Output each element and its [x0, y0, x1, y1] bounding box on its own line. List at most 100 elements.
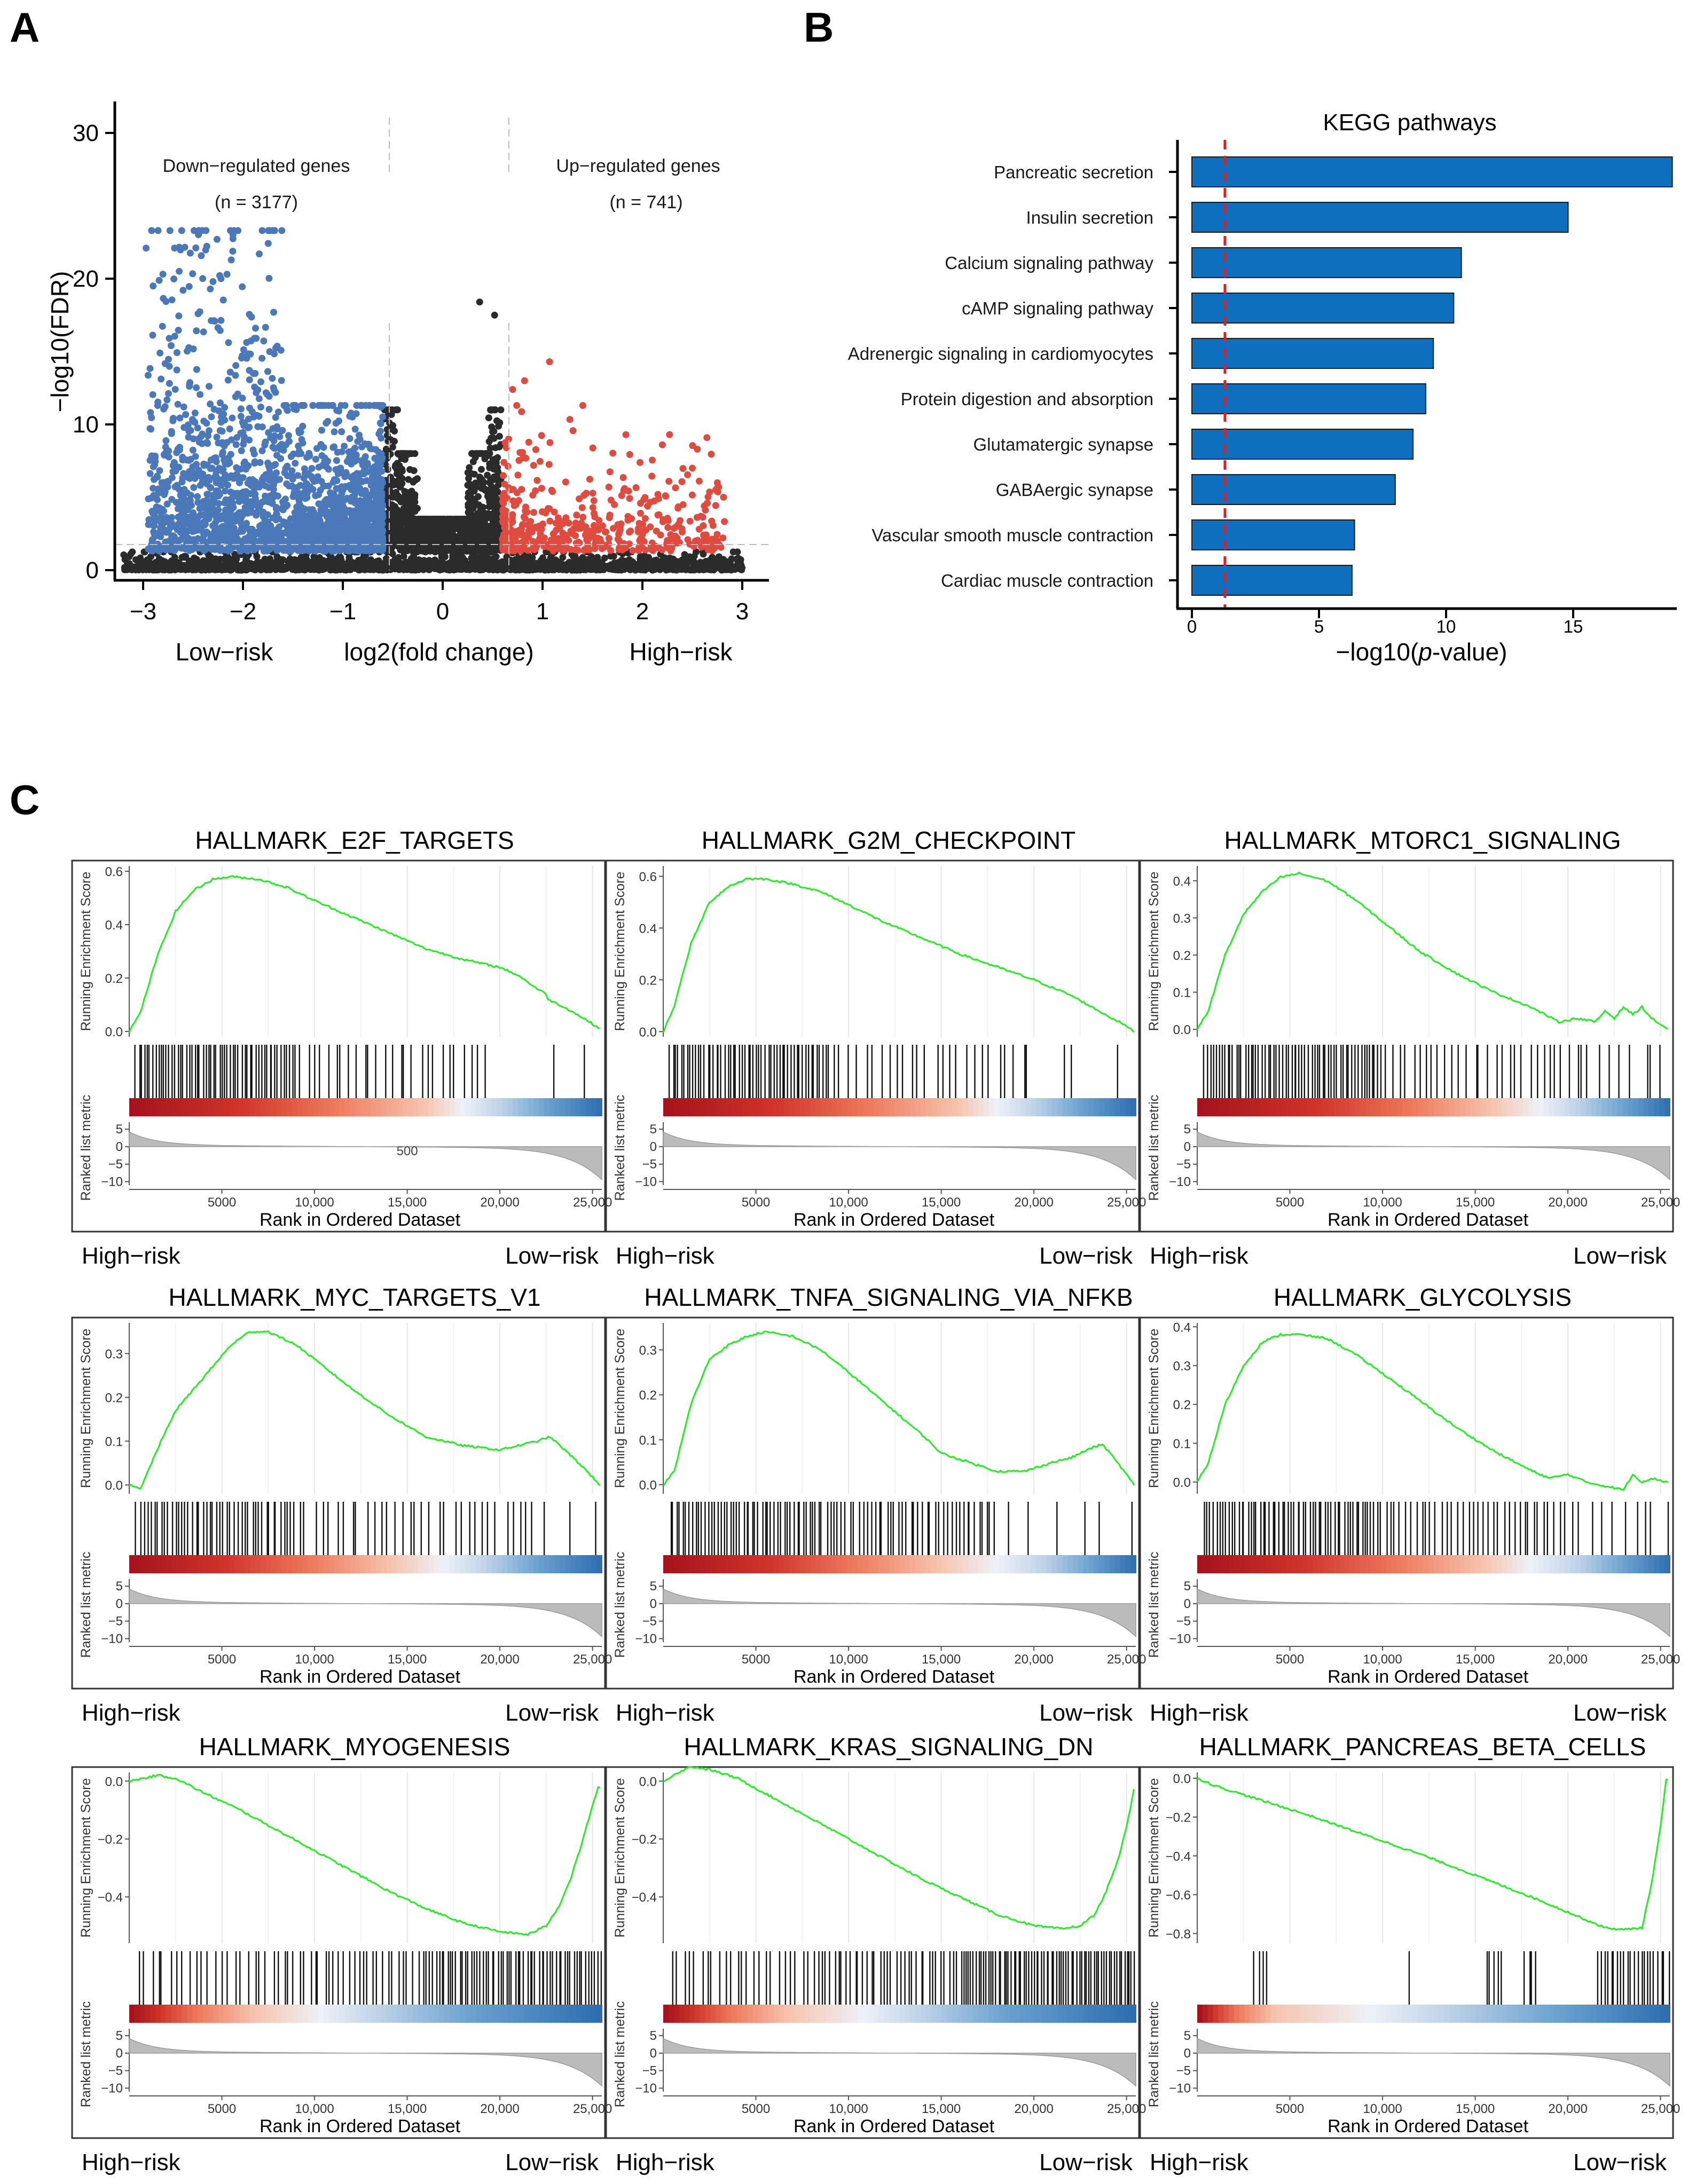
- volcano-point-ns: [525, 553, 532, 561]
- volcano-point-down: [305, 450, 313, 457]
- volcano-point-down: [375, 532, 383, 540]
- volcano-point-down: [303, 480, 310, 487]
- volcano-point-ns: [392, 557, 399, 564]
- volcano-point-down: [365, 402, 373, 409]
- volcano-point-down: [190, 345, 197, 353]
- volcano-point-down: [295, 443, 302, 450]
- volcano-point-ns: [221, 564, 229, 572]
- volcano-point-down: [338, 428, 346, 436]
- volcano-point-ns: [690, 564, 698, 572]
- volcano-point-down: [166, 227, 174, 234]
- volcano-point-ns: [460, 516, 468, 523]
- volcano-point-down: [162, 437, 170, 444]
- volcano-point-down: [257, 378, 264, 385]
- volcano-point-down: [241, 433, 248, 440]
- volcano-point-down: [169, 468, 177, 475]
- volcano-point-down: [262, 439, 269, 446]
- volcano-point-down: [248, 530, 255, 537]
- volcano-point-ns: [396, 483, 403, 490]
- volcano-point-down: [199, 227, 206, 234]
- volcano-point-down: [186, 497, 194, 504]
- volcano-point-down: [177, 517, 184, 525]
- volcano-point-up: [622, 431, 630, 438]
- volcano-point-up: [513, 402, 521, 409]
- volcano-point-down: [153, 472, 161, 480]
- volcano-point-down: [378, 468, 386, 475]
- volcano-point-ns: [127, 550, 135, 558]
- volcano-point-down: [221, 416, 229, 424]
- volcano-point-down: [245, 350, 252, 358]
- volcano-point-ns: [491, 555, 498, 562]
- volcano-point-down: [372, 402, 380, 409]
- volcano-point-ns: [728, 566, 735, 573]
- volcano-point-down: [241, 458, 248, 466]
- volcano-point-down: [252, 491, 259, 498]
- volcano-point-down: [182, 411, 190, 418]
- volcano-point-down: [158, 375, 165, 383]
- volcano-point-down: [331, 443, 338, 451]
- volcano-point-down: [209, 278, 217, 285]
- volcano-point-ns: [179, 564, 186, 572]
- volcano-point-down: [255, 413, 263, 420]
- volcano-point-ns: [588, 556, 595, 563]
- volcano-point-down: [312, 547, 319, 555]
- volcano-point-down: [210, 406, 218, 413]
- volcano-point-down: [148, 227, 155, 234]
- volcano-point-down: [265, 274, 273, 282]
- volcano-point-down: [156, 508, 163, 515]
- volcano-point-down: [335, 407, 342, 415]
- volcano-point-down: [194, 499, 202, 506]
- volcano-point-down: [156, 349, 164, 357]
- panel-label-c: C: [10, 776, 40, 823]
- volcano-point-down: [146, 470, 154, 477]
- volcano-point-down: [286, 438, 293, 445]
- volcano-point-down: [346, 413, 354, 420]
- volcano-point-down: [172, 499, 180, 506]
- volcano-point-ns: [475, 565, 483, 573]
- volcano-point-down: [362, 526, 369, 534]
- volcano-point-ns: [464, 545, 471, 553]
- volcano-point-ns: [478, 476, 486, 484]
- volcano-point-ns: [721, 564, 728, 572]
- volcano-point-ns: [491, 311, 498, 319]
- volcano-point-down: [199, 275, 207, 282]
- volcano-point-down: [348, 486, 355, 493]
- volcano-point-ns: [137, 554, 144, 562]
- volcano-point-down: [222, 546, 230, 554]
- volcano-point-down: [264, 240, 272, 247]
- volcano-point-down: [164, 478, 171, 485]
- volcano-point-ns: [123, 563, 130, 570]
- volcano-point-ns: [586, 565, 593, 573]
- volcano-point-down: [168, 539, 176, 547]
- volcano-point-down: [324, 417, 332, 425]
- volcano-point-down: [296, 482, 304, 489]
- volcano-point-down: [264, 459, 271, 467]
- volcano-point-ns: [227, 562, 235, 570]
- volcano-point-ns: [491, 489, 498, 496]
- volcano-point-up: [546, 439, 554, 446]
- volcano-point-down: [227, 503, 235, 510]
- volcano-point-ns: [605, 562, 613, 570]
- volcano-point-down: [371, 454, 379, 462]
- volcano-point-down: [252, 325, 259, 332]
- volcano-point-down: [185, 283, 193, 290]
- volcano-point-ns: [399, 513, 407, 520]
- volcano-point-ns: [443, 523, 450, 530]
- volcano-point-down: [258, 354, 266, 362]
- volcano-point-ns: [464, 469, 472, 476]
- volcano-point-down: [328, 548, 336, 555]
- volcano-point-down: [246, 367, 253, 374]
- volcano-point-up: [589, 490, 596, 497]
- volcano-point-down: [193, 327, 200, 335]
- volcano-point-down: [177, 246, 184, 254]
- volcano-point-down: [321, 458, 328, 465]
- volcano-point-ns: [442, 565, 449, 572]
- volcano-point-down: [298, 503, 305, 511]
- volcano-point-ns: [239, 564, 247, 572]
- volcano-point-ns: [431, 565, 438, 572]
- volcano-point-ns: [478, 556, 486, 563]
- volcano-point-ns: [407, 533, 415, 540]
- volcano-point-down: [323, 526, 329, 533]
- volcano-point-down: [196, 505, 203, 513]
- volcano-point-down: [155, 277, 163, 284]
